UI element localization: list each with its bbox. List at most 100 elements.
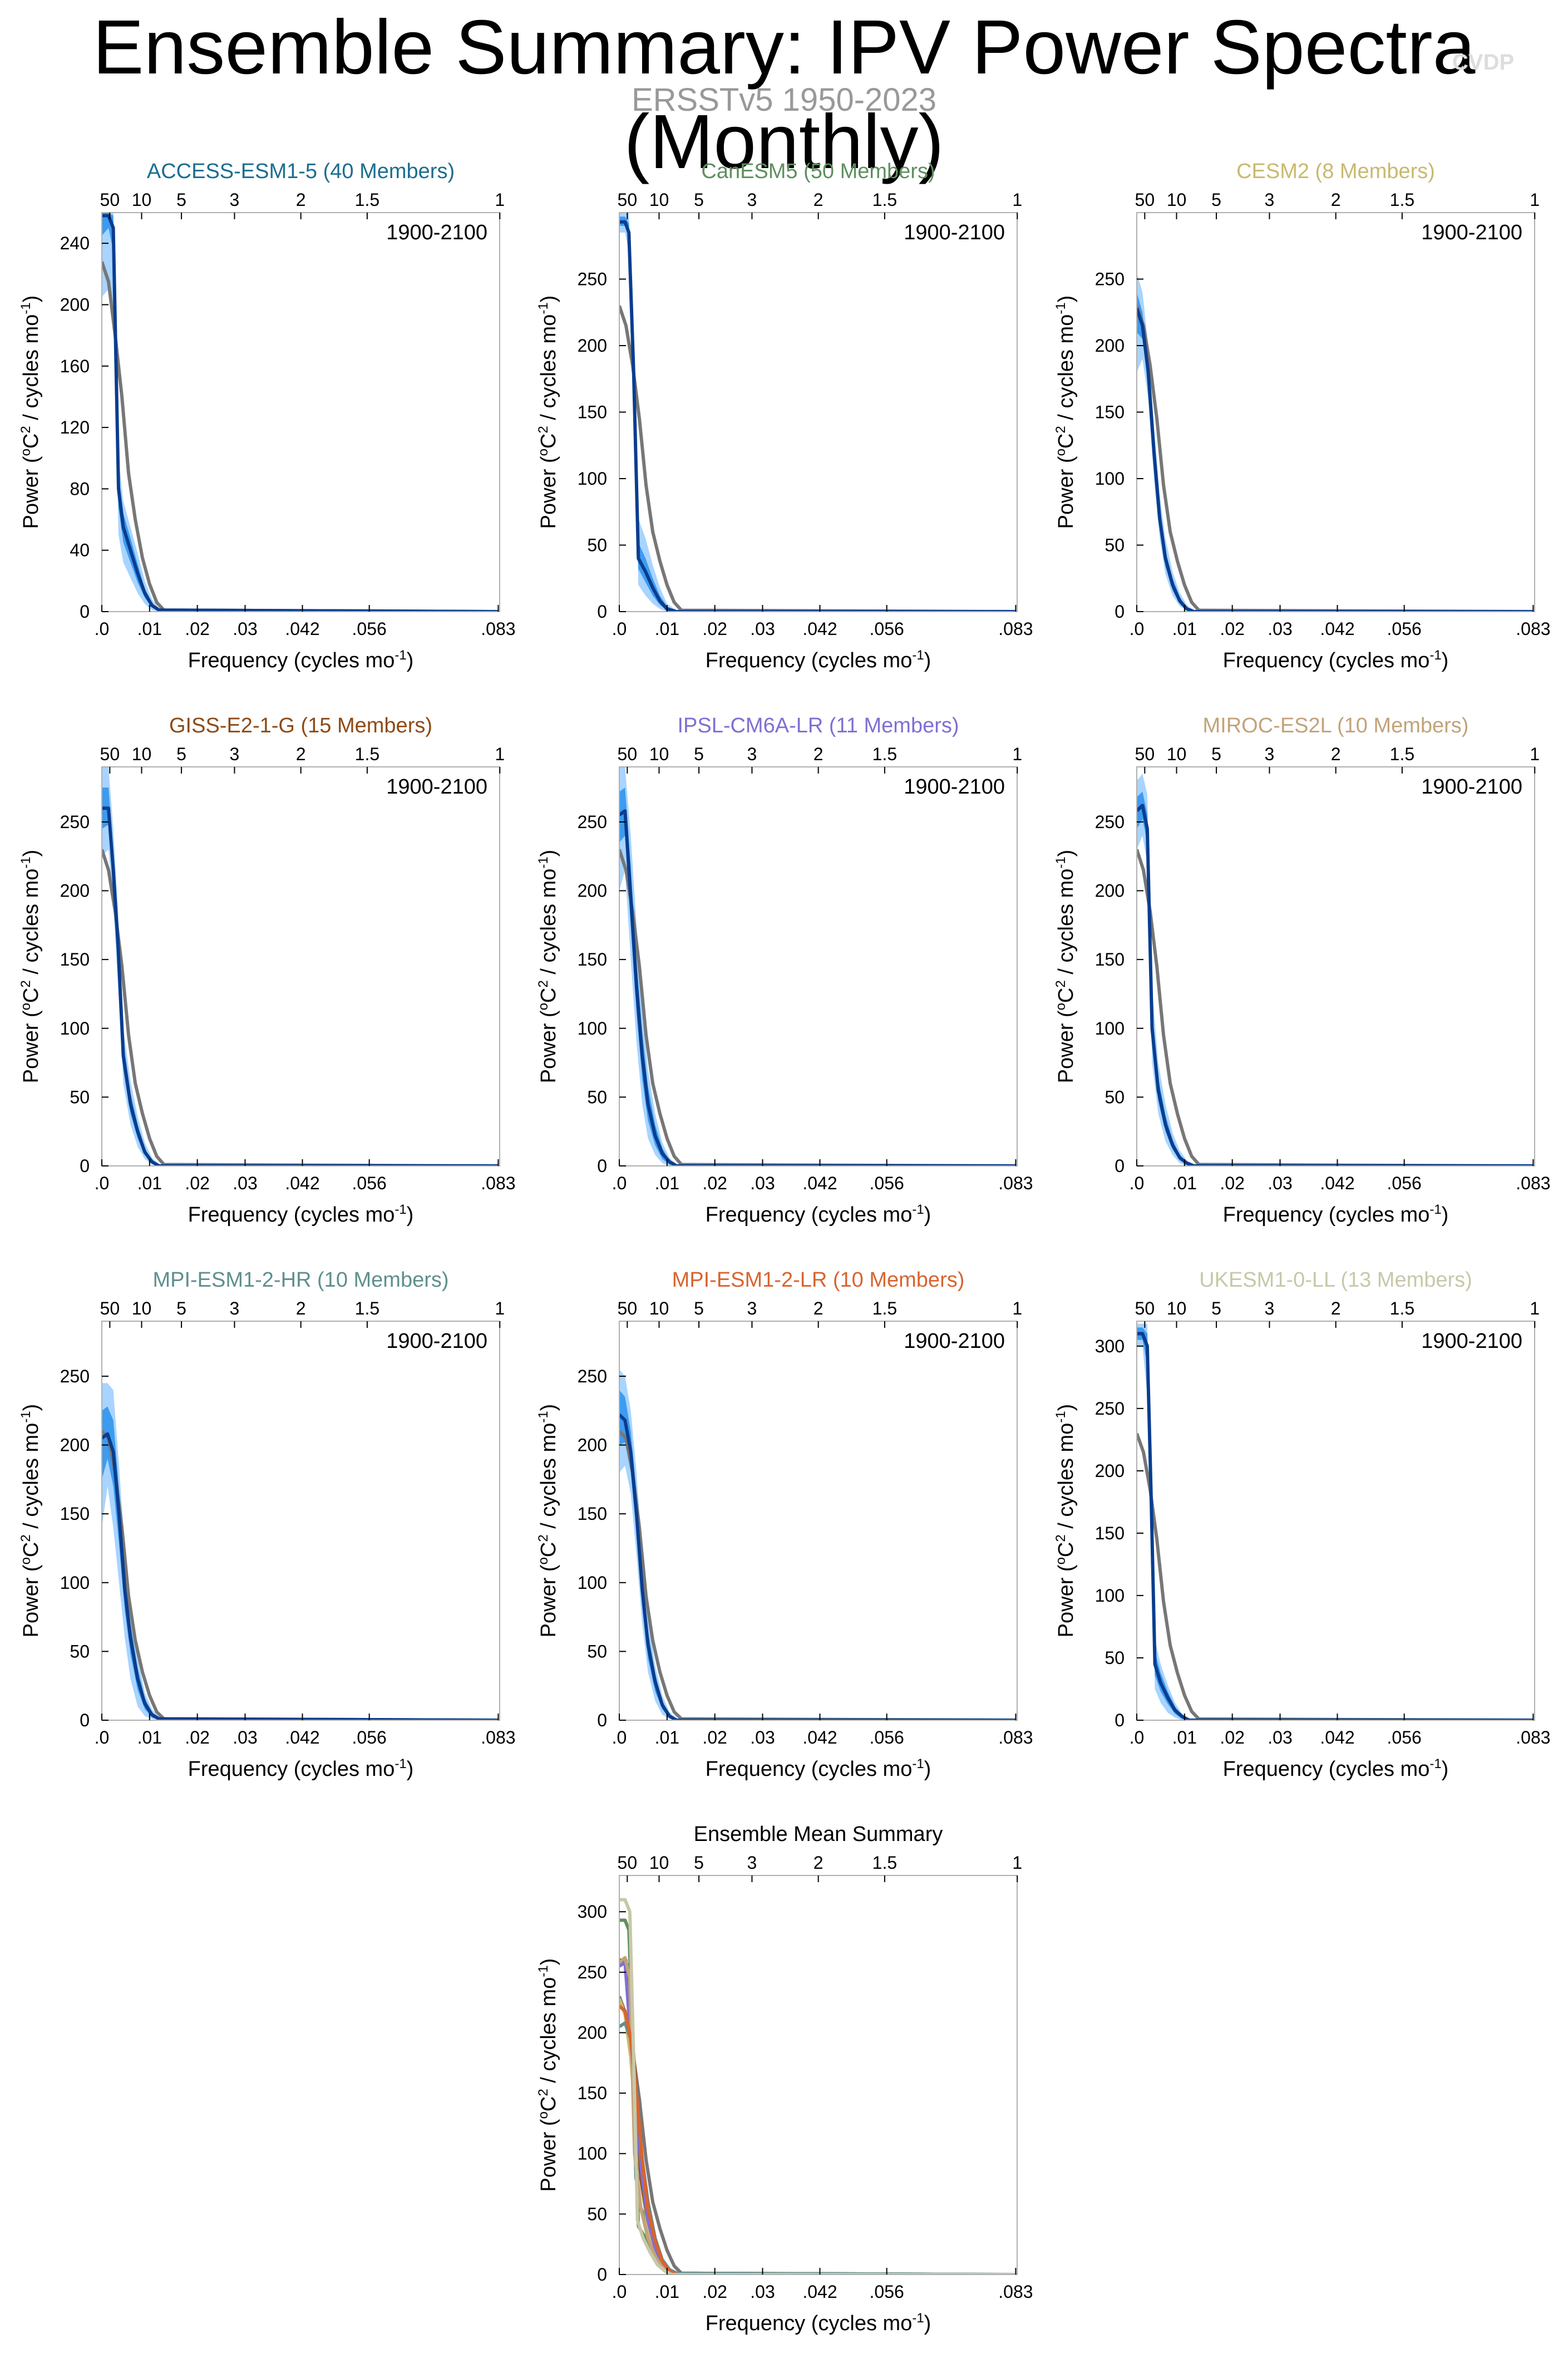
- period-tick-label: 1.5: [872, 190, 897, 210]
- ensemble-mean-line: [619, 220, 1016, 612]
- x-tick-label: .056: [352, 1173, 387, 1193]
- y-tick-label: 0: [597, 1710, 607, 1730]
- y-tick-label: 250: [578, 1962, 607, 1982]
- period-tick-label: 10: [132, 744, 152, 764]
- period-tick-label: 3: [230, 1298, 240, 1318]
- chart-panel: UKESM1-0-LL (13 Members) .0 .01 .02 .03 .042.…: [1053, 1268, 1551, 1781]
- period-tick-label: 10: [649, 1298, 669, 1318]
- y-tick-label: 150: [60, 949, 90, 969]
- chart-panel: MIROC-ES2L (10 Members) .0 .01 .02 .03 .042 .0…: [1053, 714, 1551, 1227]
- period-range-label: 1900-2100: [904, 221, 1005, 244]
- ensemble-spread-inner-band: [1137, 791, 1534, 1166]
- y-tick-label: 200: [578, 881, 607, 901]
- x-tick-label: .056: [1387, 1727, 1422, 1747]
- period-tick-label: 50: [100, 190, 120, 210]
- ensemble-spread-outer-band: [1137, 1323, 1534, 1720]
- x-tick-label: .01: [655, 1727, 679, 1747]
- y-tick-label: 100: [60, 1573, 90, 1593]
- period-tick-label: 1.5: [872, 744, 897, 764]
- x-tick-label: .042: [285, 1173, 319, 1193]
- period-tick-label: 3: [1265, 1298, 1275, 1318]
- chart-panel: Ensemble Mean Summary .0 .01 .02 .03 .042 .056…: [536, 1823, 1033, 2335]
- x-tick-label: .083: [998, 2282, 1033, 2302]
- chart-title: GISS-E2-1-G (15 Members): [169, 714, 432, 737]
- x-tick-label: .02: [1220, 1727, 1244, 1747]
- period-tick-label: 10: [649, 190, 669, 210]
- x-tick-label: .083: [481, 1727, 515, 1747]
- period-tick-label: 50: [618, 190, 638, 210]
- period-range-label: 1900-2100: [386, 221, 487, 244]
- observed-spectrum-line: [1137, 849, 1534, 1166]
- period-tick-label: 1.5: [355, 1298, 379, 1318]
- x-tick-label: .02: [702, 1173, 727, 1193]
- model-mean-line: [619, 1998, 1016, 2275]
- plot-frame: [619, 1875, 1018, 2275]
- x-tick-label: .056: [352, 619, 387, 639]
- period-tick-label: 50: [1135, 1298, 1155, 1318]
- y-tick-label: 150: [60, 1504, 90, 1524]
- x-tick-label: .042: [1320, 1173, 1354, 1193]
- y-tick-label: 250: [578, 1366, 607, 1386]
- x-tick-label: .0: [1130, 1727, 1145, 1747]
- page-title: Ensemble Summary: IPV Power Spectra (Mon…: [92, 4, 1476, 185]
- y-tick-label: 40: [70, 540, 90, 560]
- period-tick-label: 1: [495, 744, 505, 764]
- y-axis-label: Power (oC2 / cycles mo-1): [536, 296, 560, 529]
- x-tick-label: .056: [870, 1173, 904, 1193]
- x-tick-label: .03: [1268, 1173, 1292, 1193]
- y-tick-label: 50: [70, 1641, 90, 1661]
- period-tick-label: 3: [747, 1853, 757, 1873]
- model-mean-line: [619, 1958, 1016, 2275]
- chart-title: IPSL-CM6A-LR (11 Members): [677, 714, 959, 737]
- period-tick-label: 2: [1331, 744, 1341, 764]
- y-tick-label: 100: [1095, 1018, 1125, 1038]
- period-tick-label: 1: [1530, 190, 1540, 210]
- x-tick-label: .02: [185, 619, 209, 639]
- period-tick-label: 3: [230, 744, 240, 764]
- x-tick-label: .02: [1220, 1173, 1244, 1193]
- x-tick-label: .01: [1172, 1173, 1197, 1193]
- y-tick-label: 120: [60, 417, 90, 437]
- period-tick-label: 1.5: [355, 744, 379, 764]
- period-range-label: 1900-2100: [1421, 1330, 1522, 1353]
- y-axis-label: Power (oC2 / cycles mo-1): [536, 850, 560, 1084]
- x-axis-label: Frequency (cycles mo-1): [1223, 1202, 1449, 1227]
- x-tick-label: .056: [1387, 1173, 1422, 1193]
- ensemble-spread-outer-band: [619, 1369, 1016, 1720]
- y-tick-label: 150: [578, 2083, 607, 2103]
- model-mean-line: [619, 1961, 1016, 2275]
- y-axis-label: Power (oC2 / cycles mo-1): [18, 850, 43, 1084]
- y-tick-label: 150: [1095, 402, 1125, 422]
- x-axis-label: Frequency (cycles mo-1): [706, 1202, 931, 1227]
- plot-frame: [619, 212, 1018, 612]
- y-tick-label: 0: [597, 1156, 607, 1176]
- x-tick-label: .03: [233, 1173, 257, 1193]
- ensemble-spread-inner-band: [102, 1406, 499, 1720]
- x-tick-label: .083: [1516, 619, 1550, 639]
- y-tick-label: 50: [587, 535, 607, 555]
- y-tick-label: 150: [1095, 1523, 1125, 1543]
- y-axis-label: Power (oC2 / cycles mo-1): [18, 1404, 43, 1638]
- chart-title: MIROC-ES2L (10 Members): [1203, 714, 1469, 737]
- model-mean-line: [619, 1918, 1016, 2275]
- period-tick-label: 5: [1211, 190, 1221, 210]
- period-tick-label: 1.5: [1390, 1298, 1414, 1318]
- y-tick-label: 100: [1095, 1586, 1125, 1606]
- plot-frame: [619, 1321, 1018, 1721]
- x-tick-label: .0: [612, 619, 627, 639]
- x-tick-label: .03: [750, 1173, 775, 1193]
- chart-title: CanESM5 (50 Members): [701, 160, 935, 183]
- y-tick-label: 160: [60, 356, 90, 376]
- model-mean-line: [619, 2021, 1016, 2275]
- x-tick-label: .01: [655, 619, 679, 639]
- y-tick-label: 240: [60, 233, 90, 253]
- y-tick-label: 250: [578, 269, 607, 289]
- x-tick-label: .0: [612, 1727, 627, 1747]
- page-subtitle: ERSSTv5 1950-2023: [631, 82, 937, 118]
- period-tick-label: 2: [813, 744, 824, 764]
- x-tick-label: .0: [1130, 1173, 1145, 1193]
- x-tick-label: .083: [481, 1173, 515, 1193]
- period-tick-label: 50: [1135, 744, 1155, 764]
- period-tick-label: 5: [176, 190, 186, 210]
- period-tick-label: 50: [100, 744, 120, 764]
